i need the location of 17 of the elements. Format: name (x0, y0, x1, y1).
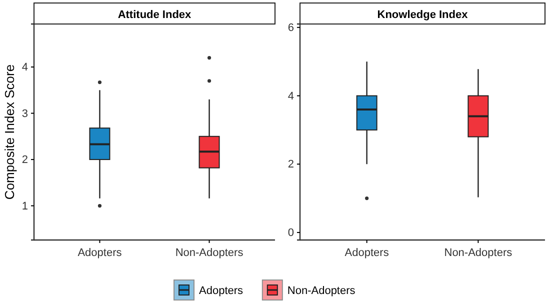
x-tick-label: Non-Adopters (444, 246, 513, 259)
y-tick-label: 4 (22, 62, 28, 74)
chart-title: Attitude Index (118, 9, 192, 21)
y-axis-title: Composite Index Score (2, 64, 17, 200)
y-tick-label: 0 (288, 227, 294, 239)
legend-label: Non-Adopters (287, 285, 356, 297)
chart-title: Knowledge Index (377, 9, 469, 21)
x-tick-label: Non-Adopters (175, 246, 244, 259)
y-tick-label: 2 (288, 158, 294, 171)
y-tick-label: 2 (22, 154, 28, 166)
y-tick-label: 6 (288, 22, 294, 34)
y-tick-label: 3 (22, 108, 28, 120)
y-tick-label: 1 (22, 200, 28, 212)
x-tick-label: Adopters (344, 246, 390, 259)
x-tick-label: Adopters (78, 246, 122, 259)
legend-label: Adopters (199, 285, 244, 297)
y-tick-label: 4 (288, 90, 294, 102)
